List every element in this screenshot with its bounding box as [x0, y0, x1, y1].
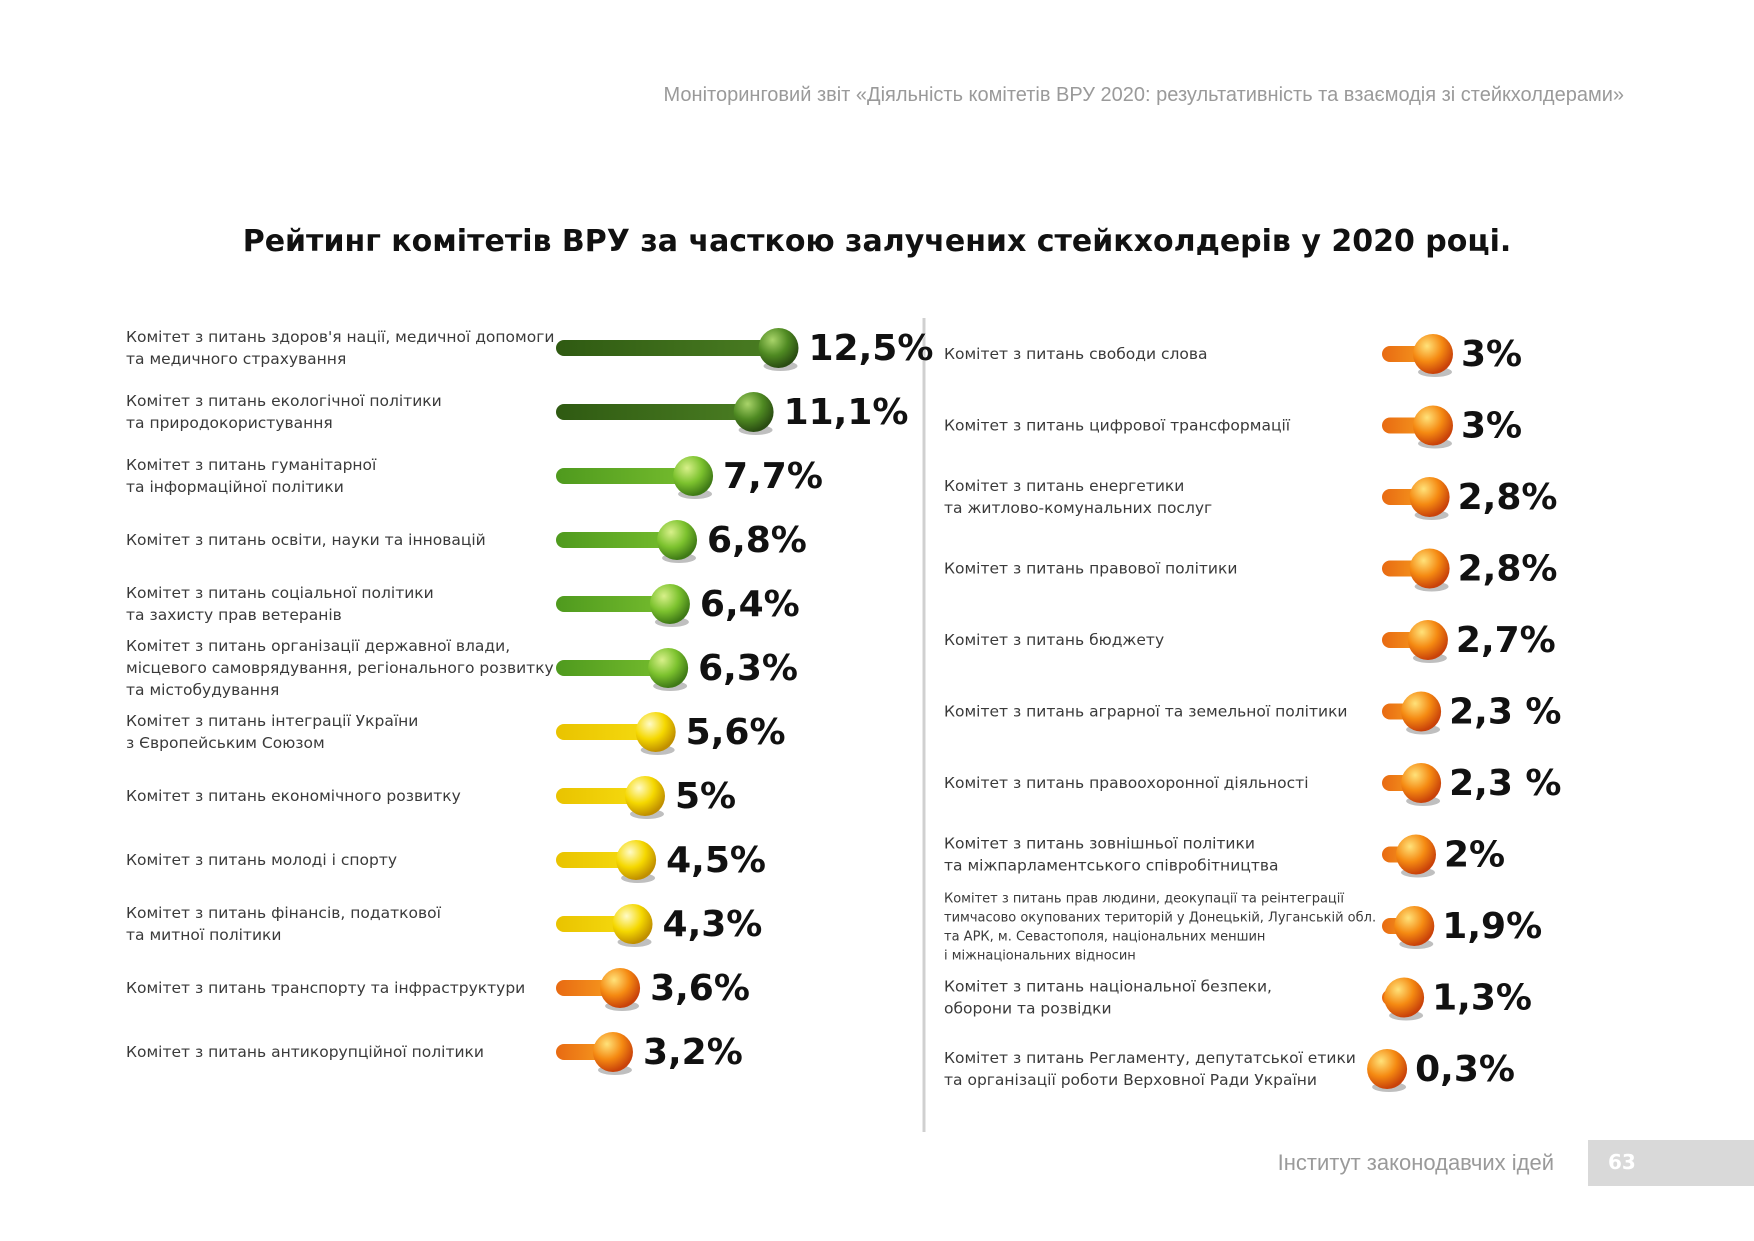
committee-label: Комітет з питань соціальної політики та з…: [126, 584, 434, 624]
committee-label: Комітет з питань Регламенту, депутатсько…: [944, 1049, 1356, 1089]
value-bar: [556, 724, 656, 740]
value-label: 4,3%: [663, 904, 763, 945]
value-marker: [600, 968, 641, 1008]
value-label: 3,6%: [650, 968, 750, 1009]
value-label: 1,9%: [1442, 906, 1542, 947]
value-marker: [635, 712, 676, 752]
committee-label: Комітет з питань правоохоронної діяльнос…: [944, 774, 1309, 792]
value-label: 2,8%: [1458, 477, 1558, 518]
value-marker: [1384, 977, 1425, 1018]
value-label: 2,7%: [1456, 620, 1556, 661]
footer-organization: Інститут законодавчих ідей: [1277, 1150, 1554, 1175]
committee-label: Комітет з питань інтеграції України з Євр…: [126, 712, 418, 752]
committee-label: Комітет з питань економічного розвитку: [126, 787, 461, 805]
value-label: 4,5%: [666, 840, 766, 881]
value-label: 3,2%: [643, 1032, 743, 1073]
value-bar: [556, 532, 678, 548]
value-bar: [556, 468, 694, 484]
committee-label: Комітет з питань екологічної політики та …: [126, 392, 442, 432]
value-bar: [556, 596, 670, 612]
page-number: 63: [1608, 1150, 1636, 1174]
value-marker: [1413, 334, 1453, 374]
value-bar: [556, 788, 645, 804]
value-label: 3%: [1461, 406, 1522, 447]
value-marker: [673, 456, 714, 496]
value-marker: [1409, 477, 1450, 517]
committee-label: Комітет з питань фінансів, податкової та …: [126, 904, 442, 944]
value-label: 2,8%: [1458, 549, 1558, 590]
value-marker: [733, 392, 774, 432]
value-bar: [556, 340, 779, 356]
running-header: Моніторинговий звіт «Діяльність комітеті…: [663, 84, 1624, 106]
value-label: 7,7%: [723, 456, 823, 497]
value-marker: [1396, 834, 1436, 875]
value-label: 5,6%: [686, 712, 786, 753]
committee-label: Комітет з питань зовнішньої політики та м…: [944, 835, 1278, 875]
value-label: 11,1%: [784, 392, 909, 433]
value-label: 0,3%: [1415, 1049, 1515, 1090]
committee-label: Комітет з питань бюджету: [944, 631, 1164, 649]
value-marker: [616, 840, 657, 880]
committee-label: Комітет з питань молоді і спорту: [126, 851, 397, 869]
value-marker: [1394, 906, 1435, 946]
value-bar: [556, 404, 754, 420]
committee-label: Комітет з питань транспорту та інфрастру…: [126, 979, 525, 997]
committee-label: Комітет з питань гуманітарної та інформац…: [126, 456, 377, 496]
value-marker: [657, 520, 698, 560]
value-marker: [1409, 548, 1450, 589]
committee-label: Комітет з питань освіти, науки та іннова…: [126, 531, 486, 549]
value-label: 6,3%: [698, 648, 798, 689]
value-label: 3%: [1461, 334, 1522, 375]
value-marker: [1401, 763, 1442, 803]
value-label: 5%: [675, 776, 736, 817]
committee-label: Комітет з питань свободи слова: [944, 345, 1208, 363]
value-label: 6,8%: [707, 520, 807, 561]
value-marker: [612, 904, 653, 944]
value-marker: [1367, 1049, 1408, 1089]
value-label: 2,3 %: [1449, 763, 1561, 804]
value-bar: [556, 660, 669, 676]
value-label: 12,5%: [809, 328, 934, 369]
committee-label: Комітет з питань цифрової трансформації: [944, 417, 1291, 435]
committee-label: Комітет з питань організації державної в…: [126, 637, 554, 699]
value-bar: [556, 852, 637, 868]
value-marker: [758, 328, 799, 368]
committee-label: Комітет з питань прав людини, деокупації…: [944, 892, 1376, 964]
chart-title: Рейтинг комітетів ВРУ за часткою залучен…: [242, 224, 1512, 259]
committee-label: Комітет з питань правової політики: [944, 560, 1237, 578]
committee-label: Комітет з питань антикорупційної політик…: [126, 1043, 484, 1061]
page-number-box: 63: [1588, 1140, 1754, 1186]
value-label: 2%: [1444, 835, 1505, 876]
committee-label: Комітет з питань національної безпеки, об…: [944, 978, 1272, 1018]
value-label: 6,4%: [700, 584, 800, 625]
value-marker: [625, 776, 665, 816]
value-marker: [649, 584, 690, 624]
value-marker: [1401, 691, 1442, 732]
value-marker: [648, 648, 689, 688]
value-label: 2,3 %: [1449, 692, 1561, 733]
value-marker: [1407, 620, 1448, 660]
committee-label: Комітет з питань здоров'я нації, медично…: [126, 328, 554, 368]
value-label: 1,3%: [1432, 978, 1532, 1019]
committee-label: Комітет з питань аграрної та земельної п…: [944, 703, 1348, 721]
committee-label: Комітет з питань енергетики та житлово-ко…: [944, 477, 1212, 517]
value-marker: [592, 1032, 633, 1072]
value-marker: [1413, 405, 1453, 446]
